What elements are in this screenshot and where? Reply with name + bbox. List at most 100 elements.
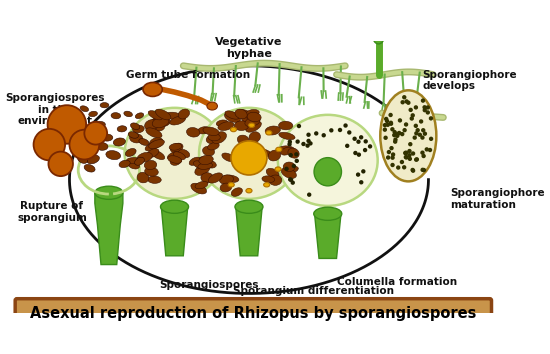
Circle shape [356,172,360,177]
Ellipse shape [276,147,282,152]
Circle shape [393,130,397,134]
Ellipse shape [96,142,108,150]
Ellipse shape [224,112,240,122]
Ellipse shape [133,125,144,133]
Circle shape [353,137,357,141]
Circle shape [400,100,405,104]
Ellipse shape [128,132,139,138]
Ellipse shape [198,162,213,169]
Ellipse shape [247,112,261,122]
Circle shape [301,142,306,146]
Circle shape [359,135,364,139]
Circle shape [383,136,388,140]
Ellipse shape [268,150,280,161]
Circle shape [329,128,333,132]
Ellipse shape [278,115,378,206]
Circle shape [425,147,429,152]
Circle shape [420,150,425,155]
Ellipse shape [80,106,89,112]
Ellipse shape [266,131,272,135]
Circle shape [353,151,358,155]
Circle shape [69,130,99,160]
Circle shape [396,165,400,170]
Polygon shape [236,205,262,256]
Circle shape [357,153,361,157]
Text: Sporangiospores
in the
environment: Sporangiospores in the environment [5,93,104,126]
Circle shape [421,154,426,158]
Ellipse shape [238,135,249,145]
Ellipse shape [269,175,282,185]
Ellipse shape [314,207,342,220]
Ellipse shape [106,150,120,160]
Circle shape [397,131,401,135]
Text: Sporangium differentiation: Sporangium differentiation [233,286,394,296]
Ellipse shape [199,108,299,199]
Ellipse shape [206,135,221,144]
Ellipse shape [283,166,298,173]
Circle shape [295,159,299,163]
Ellipse shape [130,133,143,143]
Circle shape [410,113,415,118]
Circle shape [408,142,412,146]
Ellipse shape [195,165,210,176]
Ellipse shape [249,132,260,143]
Ellipse shape [145,167,158,176]
Circle shape [289,178,293,182]
Ellipse shape [135,157,145,165]
Ellipse shape [145,142,160,151]
Circle shape [404,155,409,160]
Ellipse shape [144,160,157,170]
Circle shape [347,130,351,135]
Circle shape [417,132,422,137]
Ellipse shape [152,117,169,128]
Circle shape [420,135,425,140]
Circle shape [297,124,301,128]
Circle shape [403,151,408,155]
Ellipse shape [137,153,152,162]
Circle shape [364,139,368,144]
Circle shape [422,105,427,109]
Ellipse shape [262,176,274,183]
Ellipse shape [130,123,140,130]
Ellipse shape [173,152,185,160]
Ellipse shape [101,134,113,141]
Ellipse shape [279,121,293,130]
Circle shape [409,108,413,112]
Ellipse shape [238,109,253,118]
Ellipse shape [218,122,234,131]
Ellipse shape [228,183,234,187]
Ellipse shape [170,116,185,125]
Circle shape [393,137,398,142]
Ellipse shape [137,172,149,183]
Ellipse shape [186,127,200,137]
Circle shape [387,150,391,154]
Ellipse shape [373,32,384,44]
Ellipse shape [154,118,170,127]
Circle shape [294,152,299,156]
Circle shape [419,119,424,124]
Ellipse shape [119,160,130,167]
Ellipse shape [235,109,247,119]
Circle shape [48,152,73,176]
Ellipse shape [139,138,149,145]
Circle shape [338,128,342,132]
Circle shape [422,168,426,172]
Ellipse shape [150,138,163,148]
Circle shape [404,122,408,127]
Ellipse shape [111,113,120,119]
Text: Rupture of
sporangium: Rupture of sporangium [17,201,87,223]
Ellipse shape [82,135,92,141]
Ellipse shape [168,156,182,163]
Ellipse shape [223,175,239,182]
Ellipse shape [191,183,207,194]
Ellipse shape [207,102,217,110]
Text: Sporangiospores: Sporangiospores [160,280,259,290]
Circle shape [420,168,425,172]
Circle shape [322,133,326,137]
Ellipse shape [170,143,183,153]
Circle shape [408,149,411,153]
Ellipse shape [78,156,87,163]
Ellipse shape [150,116,164,126]
Circle shape [400,132,404,136]
Circle shape [386,122,390,127]
